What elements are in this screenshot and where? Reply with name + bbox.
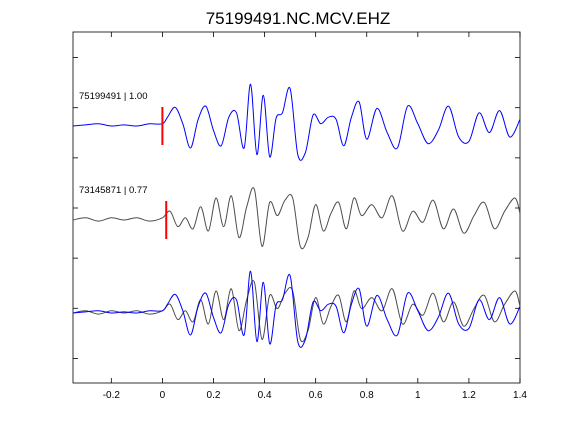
waveform-trace-2 bbox=[72, 187, 521, 250]
x-tick-label: 0.4 bbox=[258, 390, 272, 401]
waveform-trace-1 bbox=[72, 83, 521, 161]
trace-label: 75199491 | 1.00 bbox=[79, 91, 148, 102]
x-tick-label: 0 bbox=[160, 390, 166, 401]
x-tick-label: 0.2 bbox=[207, 390, 221, 401]
trace-label: 73145871 | 0.77 bbox=[79, 185, 148, 196]
overlay-waveform-2 bbox=[72, 270, 521, 348]
x-tick-label: 1 bbox=[415, 390, 421, 401]
overlay-waveform-1 bbox=[72, 280, 521, 343]
axes-frame bbox=[72, 31, 521, 384]
x-tick-label: -0.2 bbox=[103, 390, 121, 401]
waveform-traces: 75199491 | 1.00 73145871 | 0.77 bbox=[72, 83, 521, 348]
x-tick-label: 0.8 bbox=[360, 390, 374, 401]
axis-ticks: -0.2 0 0.2 0.4 0.6 0.8 1 1.2 1.4 bbox=[73, 32, 527, 401]
x-tick-label: 1.4 bbox=[513, 390, 527, 401]
chart-title: 75199491.NC.MCV.EHZ bbox=[206, 9, 391, 28]
x-tick-label: 0.6 bbox=[309, 390, 323, 401]
x-tick-label: 1.2 bbox=[462, 390, 476, 401]
